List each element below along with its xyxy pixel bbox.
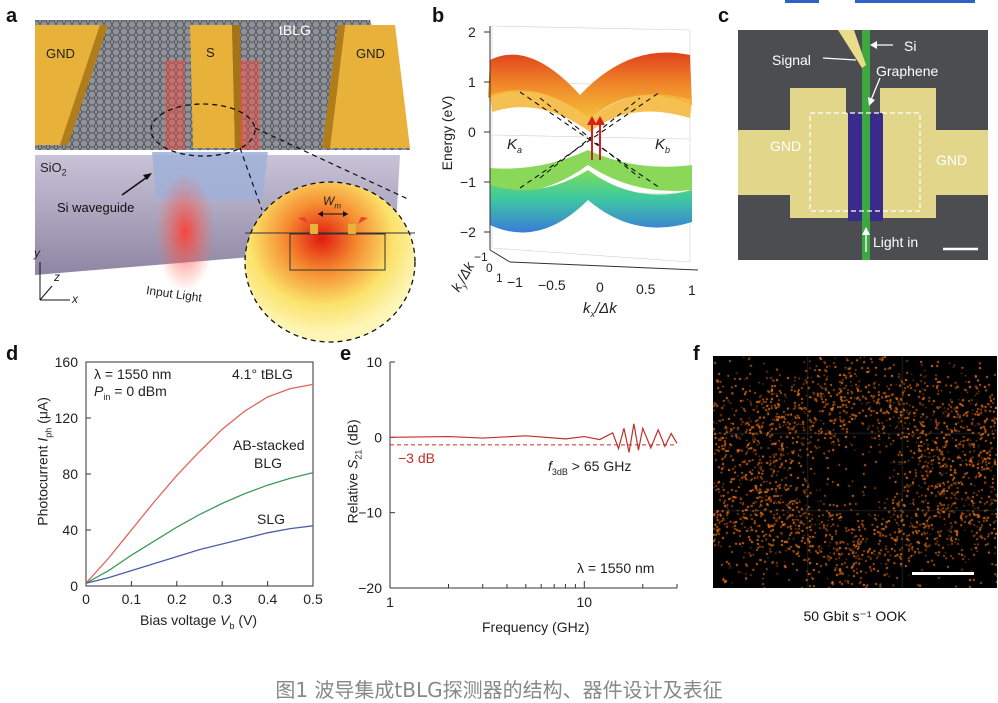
panel-d-ylabel: Photocurrent Iph (μA) — [34, 397, 54, 526]
panel-b-ytick-1: 1 — [468, 74, 476, 90]
x-tick-label: 0.5 — [303, 591, 323, 607]
x-tick-label: 0 — [82, 591, 90, 607]
panel-b-ka-label: Ka — [507, 136, 523, 155]
panel-a-device-schematic — [35, 20, 416, 343]
panel-b-ky-tick-m1: −1 — [474, 250, 488, 264]
panel-e-label: e — [340, 343, 352, 365]
panel-b-ky-tick-1: 1 — [496, 271, 503, 285]
series-line-s21 — [389, 423, 678, 453]
panel-c-si-label: Si — [904, 38, 917, 54]
panel-b-ytick-2: 2 — [468, 24, 476, 40]
panel-e-minus3-label: −3 dB — [398, 450, 435, 466]
panel-b-xtick-05: 0.5 — [636, 281, 656, 297]
y-tick-label: 120 — [55, 410, 79, 426]
x-tick-label: 1 — [386, 594, 394, 610]
x-tick-label: 0.4 — [258, 591, 278, 607]
panel-f-caption: 50 Gbit s⁻¹ OOK — [803, 608, 907, 624]
y-tick-label: −10 — [358, 505, 382, 521]
panel-e-xlabel: Frequency (GHz) — [482, 619, 590, 635]
panel-a-width-label: Wm — [323, 194, 341, 211]
panel-e-wavelength: λ = 1550 nm — [577, 560, 655, 576]
figure-caption: 图1 波导集成tBLG探测器的结构、器件设计及表征 — [275, 678, 723, 702]
panel-e-f3db-label: f3dB > 65 GHz — [548, 458, 632, 477]
panel-f-eye-diagram — [713, 356, 997, 588]
top-bar-right — [855, 0, 975, 3]
panel-a-gnd-left: GND — [46, 46, 75, 61]
panel-b-kb-label: Kb — [655, 136, 671, 155]
panel-a-axis-y: y — [34, 246, 40, 260]
panel-a-waveguide-label: Si waveguide — [57, 200, 135, 215]
panel-f-scale-bar — [912, 572, 974, 575]
panel-b-ytick-m1: −1 — [460, 174, 476, 190]
panel-b-xlabel: kx/Δk — [583, 300, 617, 319]
panel-b-xtick-m05: −0.5 — [538, 277, 566, 293]
panel-b-ky-tick-0: 0 — [486, 261, 493, 275]
panel-b-xtick-m1: −1 — [507, 274, 523, 290]
panel-c-label: c — [718, 5, 730, 27]
panel-c-gnd-left: GND — [770, 138, 802, 154]
x-tick-label: 10 — [577, 594, 593, 610]
panel-a-signal-label: S — [206, 45, 215, 60]
panel-d-legend-ab: AB-stacked — [233, 437, 305, 453]
panel-b-ytick-0: 0 — [468, 124, 476, 140]
y-tick-label: 0 — [70, 578, 78, 594]
x-tick-label: 0.3 — [212, 591, 232, 607]
panel-e-s21-chart: 10 0 −10 −201 10 — [358, 354, 678, 610]
panel-d-wavelength: λ = 1550 nm — [94, 366, 172, 382]
series-line-4-1-tblg — [85, 383, 314, 584]
panel-a-axis-z: z — [54, 270, 60, 284]
panel-b-label: b — [432, 5, 445, 27]
panel-d-power: Pin = 0 dBm — [94, 383, 167, 402]
series-line-slg — [85, 525, 314, 584]
y-tick-label: 160 — [55, 354, 79, 370]
panel-c-micrograph — [738, 30, 988, 260]
top-bar-left — [785, 0, 819, 3]
series-line-ab-stacked-blg — [85, 471, 314, 584]
y-tick-label: −20 — [358, 580, 382, 596]
panel-a-label: a — [6, 5, 18, 27]
panel-a-axis-x: x — [72, 292, 78, 306]
y-tick-label: 0 — [374, 429, 382, 445]
x-tick-label: 0.1 — [122, 591, 142, 607]
panel-d-legend-tblg: 4.1° tBLG — [232, 366, 293, 382]
y-tick-label: 40 — [62, 522, 78, 538]
panel-d-legend-slg: SLG — [257, 511, 286, 527]
panel-a-substrate-label: SiO2 — [40, 160, 67, 178]
panel-b-xtick-0: 0 — [596, 279, 604, 295]
panel-d-legend-ab2: BLG — [254, 455, 283, 471]
panel-c-gnd-right: GND — [936, 152, 968, 168]
panel-c-graphene-label: Graphene — [876, 63, 939, 79]
panel-d-xlabel: Bias voltage Vb (V) — [140, 612, 258, 631]
y-tick-label: 80 — [62, 466, 78, 482]
panel-b-ytick-m2: −2 — [460, 224, 476, 240]
x-tick-label: 0.2 — [167, 591, 187, 607]
panel-c-signal-label: Signal — [772, 52, 811, 68]
panel-b-ylabel: Energy (eV) — [439, 95, 455, 171]
panel-d-photocurrent-chart: 0 0.1 0.2 0.3 0.4 0.5 0 40 80 120 160 — [55, 354, 323, 607]
panel-e-ylabel: Relative S21 (dB) — [344, 419, 364, 524]
panel-a-gnd-right: GND — [356, 46, 385, 61]
panel-b-xtick-1: 1 — [688, 282, 696, 298]
y-tick-label: 10 — [366, 354, 382, 370]
panel-a-material-label: tBLG — [279, 22, 311, 38]
panel-c-light-in-label: Light in — [873, 234, 919, 250]
panel-f-label: f — [693, 343, 700, 365]
panel-d-label: d — [6, 343, 19, 365]
panel-b-band-structure — [484, 25, 699, 271]
